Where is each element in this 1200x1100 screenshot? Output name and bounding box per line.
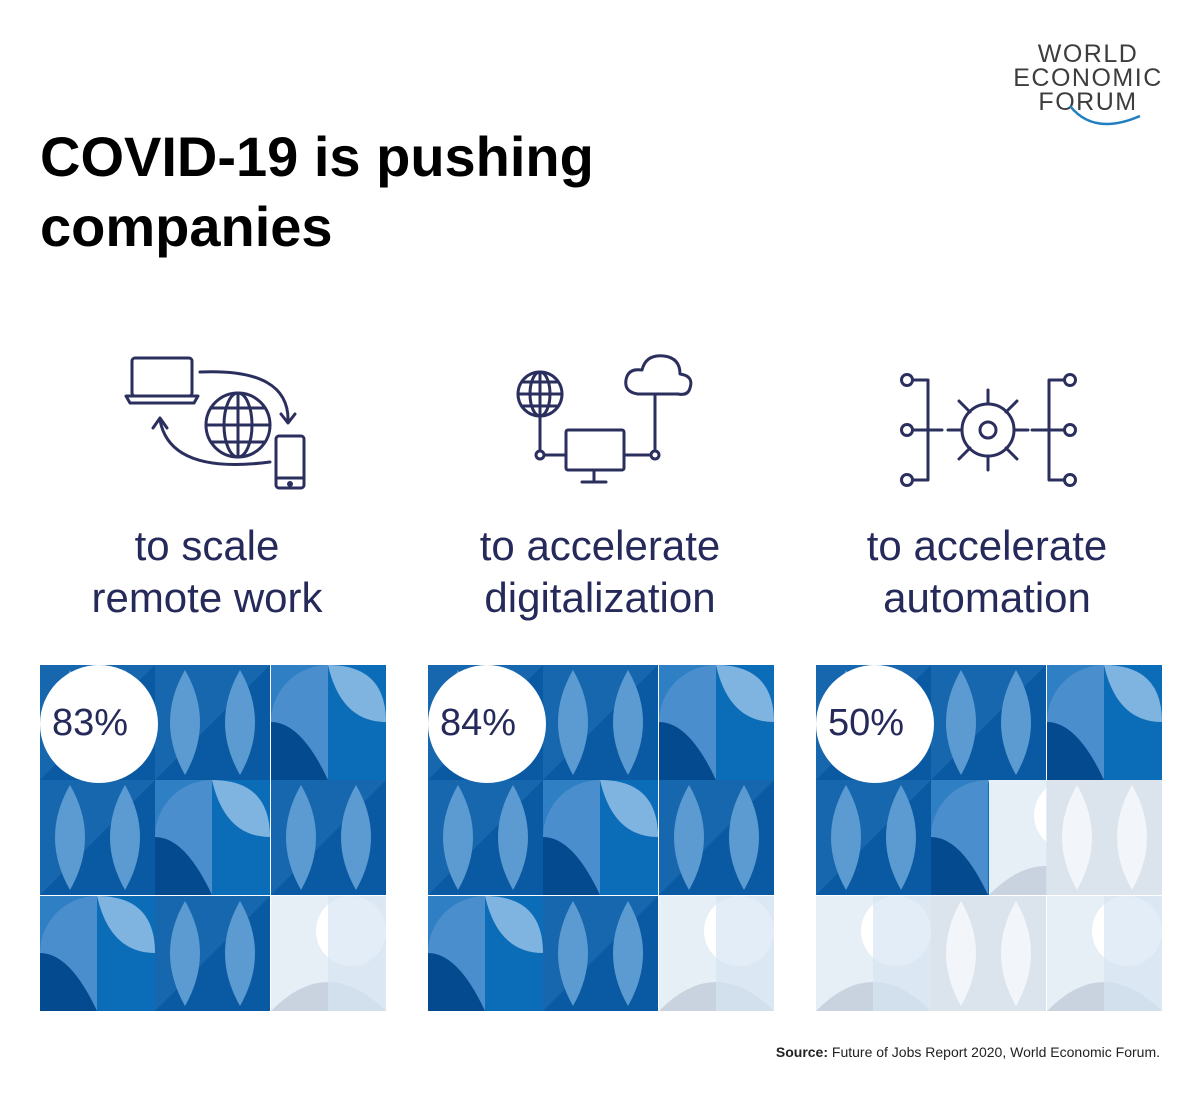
percent-tile-automation: 50% — [816, 665, 1162, 1011]
percent-value: 83% — [52, 702, 129, 744]
caption-line: remote work — [91, 574, 323, 621]
percent-tile-remote-work: 83% — [40, 665, 386, 1011]
caption-line: to accelerate — [479, 522, 721, 569]
logo-line-2: ECONOMIC — [1013, 64, 1163, 92]
percent-value: 50% — [828, 702, 905, 744]
source-note: Source: Future of Jobs Report 2020, Worl… — [776, 1044, 1160, 1060]
percent-badge: 50% — [816, 665, 934, 783]
source-text: Future of Jobs Report 2020, World Econom… — [831, 1044, 1160, 1060]
logo-line-3: FORUM — [1038, 88, 1138, 116]
logo-line-1: WORLD — [1037, 40, 1139, 68]
caption-remote-work: to scale remote work — [12, 520, 402, 624]
caption-automation: to accelerate automation — [792, 520, 1182, 624]
percent-badge: 84% — [428, 665, 546, 783]
caption-digitalization: to accelerate digitalization — [405, 520, 795, 624]
caption-line: automation — [883, 574, 1091, 621]
percent-badge: 83% — [40, 665, 158, 783]
logo-arc-icon — [1069, 105, 1141, 126]
caption-line: to accelerate — [866, 522, 1108, 569]
globe-cloud-computer-icon — [516, 354, 693, 484]
percent-tile-digitalization: 84% — [428, 665, 774, 1011]
laptop-globe-phone-icon — [124, 356, 306, 490]
percent-value: 84% — [440, 702, 517, 744]
pattern-grid — [816, 665, 1162, 1011]
source-label: Source: — [775, 1044, 828, 1060]
caption-line: digitalization — [484, 574, 716, 621]
page-title: COVID-19 is pushing companies — [40, 125, 594, 258]
wef-logo: WORLD ECONOMIC FORUM — [1008, 38, 1168, 138]
automation-gear-network-icon — [900, 373, 1077, 487]
caption-line: to scale — [134, 522, 280, 569]
